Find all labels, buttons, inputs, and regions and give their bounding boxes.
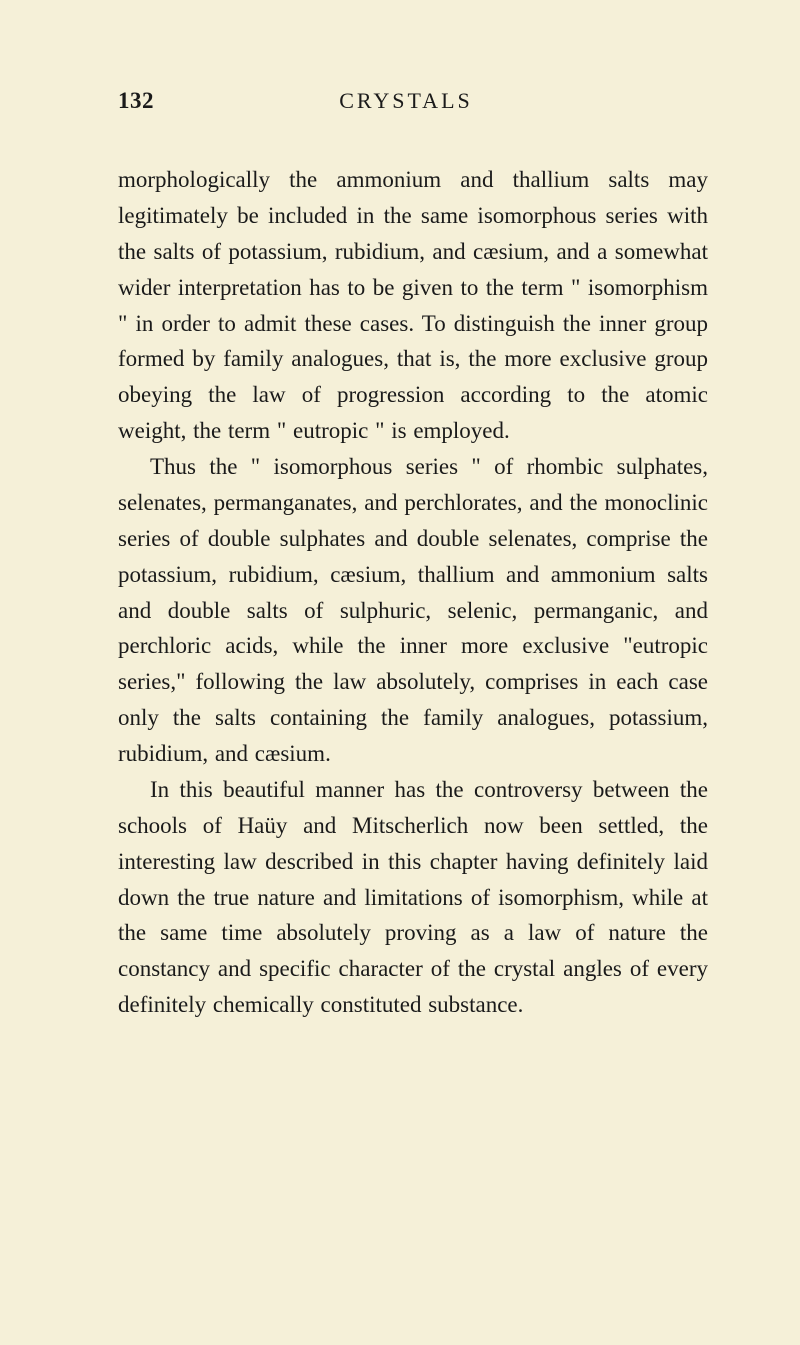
paragraph-3: In this beautiful manner has the controv… (118, 772, 708, 1023)
running-head: CRYSTALS (104, 88, 708, 114)
page-header: 132 CRYSTALS (118, 88, 708, 114)
page-container: 132 CRYSTALS morphologically the ammoniu… (0, 0, 800, 1083)
paragraph-1: morphologically the ammonium and thalliu… (118, 162, 708, 449)
paragraph-2: Thus the " isomorphous series " of rhomb… (118, 449, 708, 772)
body-text: morphologically the ammonium and thalliu… (118, 162, 708, 1023)
